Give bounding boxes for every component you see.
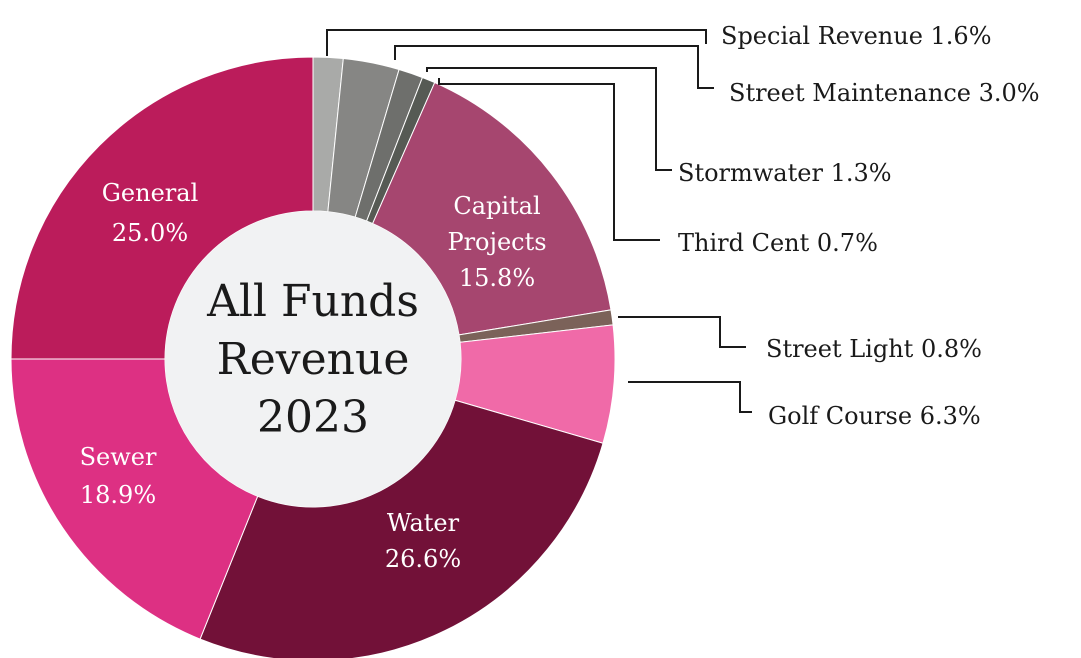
leader-line-street-maintenance (394, 45, 714, 89)
slice-label-capital-projects-value: 15.8% (459, 264, 535, 292)
leader-line-special-revenue (326, 29, 707, 56)
callout-label-street-light: Street Light 0.8% (766, 335, 982, 363)
slice-label-water-name1: Water (387, 509, 460, 537)
center-title-line-2: Revenue (217, 334, 410, 385)
slice-label-general-value: 25.0% (112, 219, 188, 247)
center-title-line-3: 2023 (257, 392, 369, 443)
callout-label-third-cent: Third Cent 0.7% (678, 229, 878, 257)
slice-label-capital-projects-name2: Projects (447, 228, 546, 256)
donut-center (165, 211, 461, 507)
slice-label-sewer-name1: Sewer (80, 443, 157, 471)
donut-slices (10, 56, 616, 658)
slice-label-general-name1: General (102, 179, 199, 207)
center-title-line-1: All Funds (206, 276, 419, 327)
leader-line-third-cent (438, 78, 660, 241)
leader-line-golf-course (628, 381, 752, 413)
callout-label-stormwater: Stormwater 1.3% (678, 159, 892, 187)
leader-line-stormwater (426, 67, 672, 171)
slice-capital-projects (371, 81, 612, 336)
slice-label-capital-projects-name1: Capital (453, 192, 540, 220)
slice-label-sewer-value: 18.9% (80, 481, 156, 509)
callout-label-golf-course: Golf Course 6.3% (768, 402, 981, 430)
slice-label-water-value: 26.6% (385, 545, 461, 573)
callout-label-special-revenue: Special Revenue 1.6% (721, 22, 992, 50)
slice-labels: Special Revenue 1.6% Street Maintenance 3… (80, 22, 1040, 573)
leader-line-street-light (618, 316, 746, 348)
callout-label-street-maintenance: Street Maintenance 3.0% (729, 79, 1040, 107)
